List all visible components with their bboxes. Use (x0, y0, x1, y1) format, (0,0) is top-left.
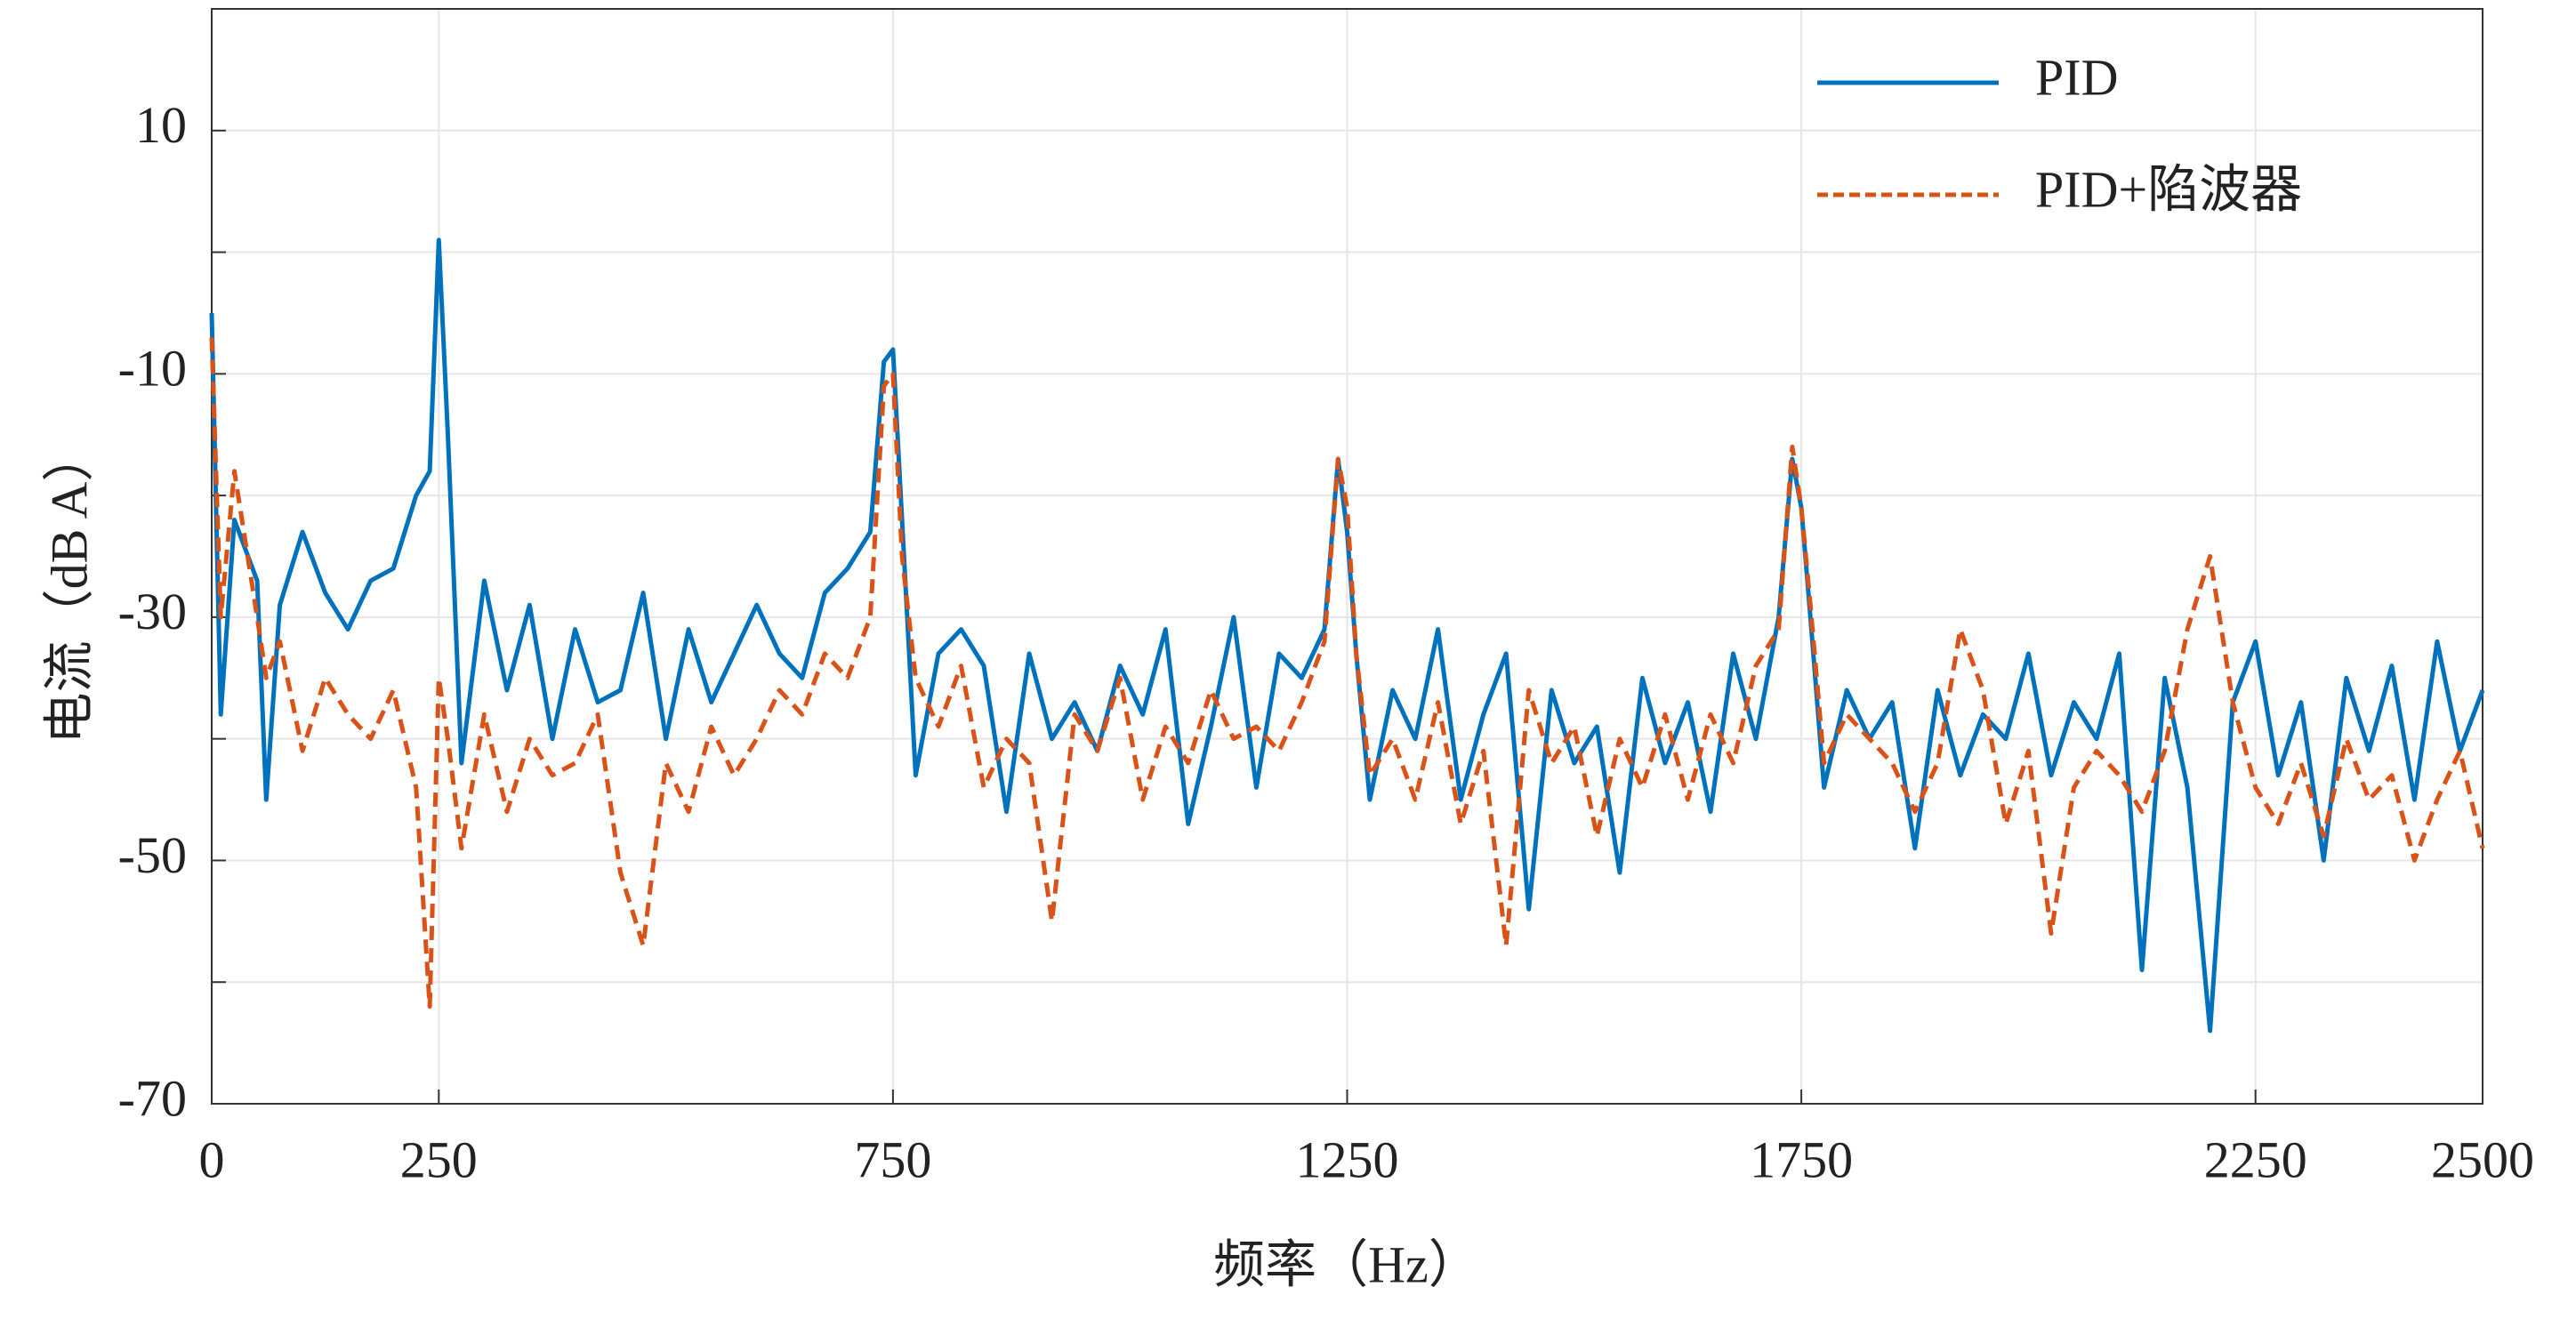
legend-label: PID (2035, 48, 2118, 106)
y-tick-label: 10 (135, 96, 187, 154)
x-tick-label: 750 (854, 1130, 931, 1188)
x-tick-label: 1250 (1296, 1130, 1399, 1188)
data-line (209, 337, 2485, 1009)
x-tick-label: 0 (199, 1130, 225, 1188)
y-tick-label: -30 (118, 583, 187, 640)
x-axis-title: 频率（Hz） (1213, 1235, 1480, 1293)
data-line (209, 237, 2485, 1033)
y-tick-label: -70 (118, 1069, 187, 1127)
y-tick-label: -10 (118, 340, 187, 398)
y-tick-label: -50 (118, 826, 187, 884)
x-tick-label: 2500 (2431, 1130, 2534, 1188)
x-tick-label: 1750 (1750, 1130, 1853, 1188)
x-tick-label: 250 (400, 1130, 478, 1188)
legend-label: PID+陷波器 (2035, 160, 2302, 218)
plot-frame (211, 8, 2483, 1105)
x-tick-label: 2250 (2204, 1130, 2307, 1188)
y-axis-title: 电流（dB A） (40, 430, 98, 744)
